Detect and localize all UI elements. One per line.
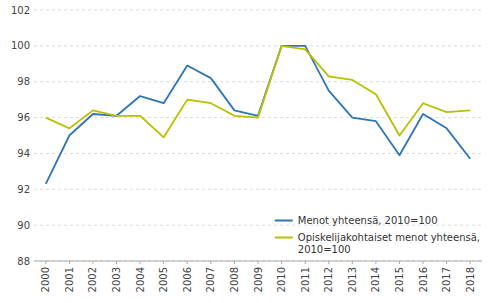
x-tick	[328, 261, 329, 264]
x-tick	[116, 261, 117, 264]
legend-label-line: Menot yhteensä, 2010=100	[298, 215, 438, 226]
grid-line	[34, 81, 482, 82]
legend-label-line: Opiskelijakohtaiset menot yhteensä,	[298, 232, 480, 243]
legend-label: Menot yhteensä, 2010=100	[298, 215, 438, 226]
y-tick-label: 96	[17, 112, 30, 123]
x-tick	[140, 261, 141, 264]
x-tick	[92, 261, 93, 264]
x-tick	[69, 261, 70, 264]
grid-line	[34, 189, 482, 190]
x-tick-label: 2004	[135, 267, 146, 292]
legend-label-line: 2010=100	[298, 244, 351, 255]
chart: 88 90 92 94 96 98 100 102 2000 2001 2002 2003 2004 20…	[0, 0, 492, 303]
x-tick	[470, 261, 471, 264]
x-tick-label: 2018	[465, 267, 476, 292]
y-tick-label: 98	[17, 76, 30, 87]
x-tick-label: 2010	[276, 267, 287, 292]
x-tick-label: 2016	[418, 267, 429, 292]
grid-line	[34, 45, 482, 46]
x-tick	[234, 261, 235, 264]
legend-swatch	[275, 237, 293, 239]
y-tick-label: 90	[17, 220, 30, 231]
x-tick	[258, 261, 259, 264]
x-tick-label: 2011	[300, 267, 311, 292]
x-tick-label: 2017	[441, 267, 452, 292]
x-tick-label: 2006	[182, 267, 193, 292]
y-tick-label: 102	[11, 5, 30, 16]
y-tick-label: 88	[17, 256, 30, 267]
x-tick-label: 2007	[205, 267, 216, 292]
x-tick-label: 2005	[158, 267, 169, 292]
grid-line	[34, 10, 482, 11]
x-tick	[305, 261, 306, 264]
x-tick-label: 2003	[111, 267, 122, 292]
x-tick-label: 2002	[87, 267, 98, 292]
x-tick	[399, 261, 400, 264]
x-tick-label: 2000	[40, 267, 51, 292]
y-tick-label: 94	[17, 148, 30, 159]
lines	[46, 46, 470, 184]
series-line	[46, 46, 470, 184]
y-tick-label: 92	[17, 184, 30, 195]
legend-swatch	[275, 220, 293, 222]
x-tick-label: 2009	[253, 267, 264, 292]
grid-line	[34, 153, 482, 154]
x-tick	[375, 261, 376, 264]
series-line	[46, 46, 470, 137]
x-tick	[45, 261, 46, 264]
legend: Menot yhteensä, 2010=100 Opiskelijakohtai…	[275, 215, 480, 255]
x-tick	[423, 261, 424, 264]
legend-label: Opiskelijakohtaiset menot yhteensä,2010=…	[298, 232, 480, 255]
x-tick	[446, 261, 447, 264]
x-tick	[163, 261, 164, 264]
x-tick-label: 2001	[64, 267, 75, 292]
x-tick	[210, 261, 211, 264]
x-tick	[281, 261, 282, 264]
x-tick	[352, 261, 353, 264]
y-tick-label: 100	[11, 40, 30, 51]
x-tick-label: 2008	[229, 267, 240, 292]
grid	[34, 10, 482, 261]
x-tick-label: 2014	[370, 267, 381, 292]
x-tick	[187, 261, 188, 264]
x-tick-label: 2012	[323, 267, 334, 292]
x-tick-label: 2013	[347, 267, 358, 292]
x-tick-label: 2015	[394, 267, 405, 292]
